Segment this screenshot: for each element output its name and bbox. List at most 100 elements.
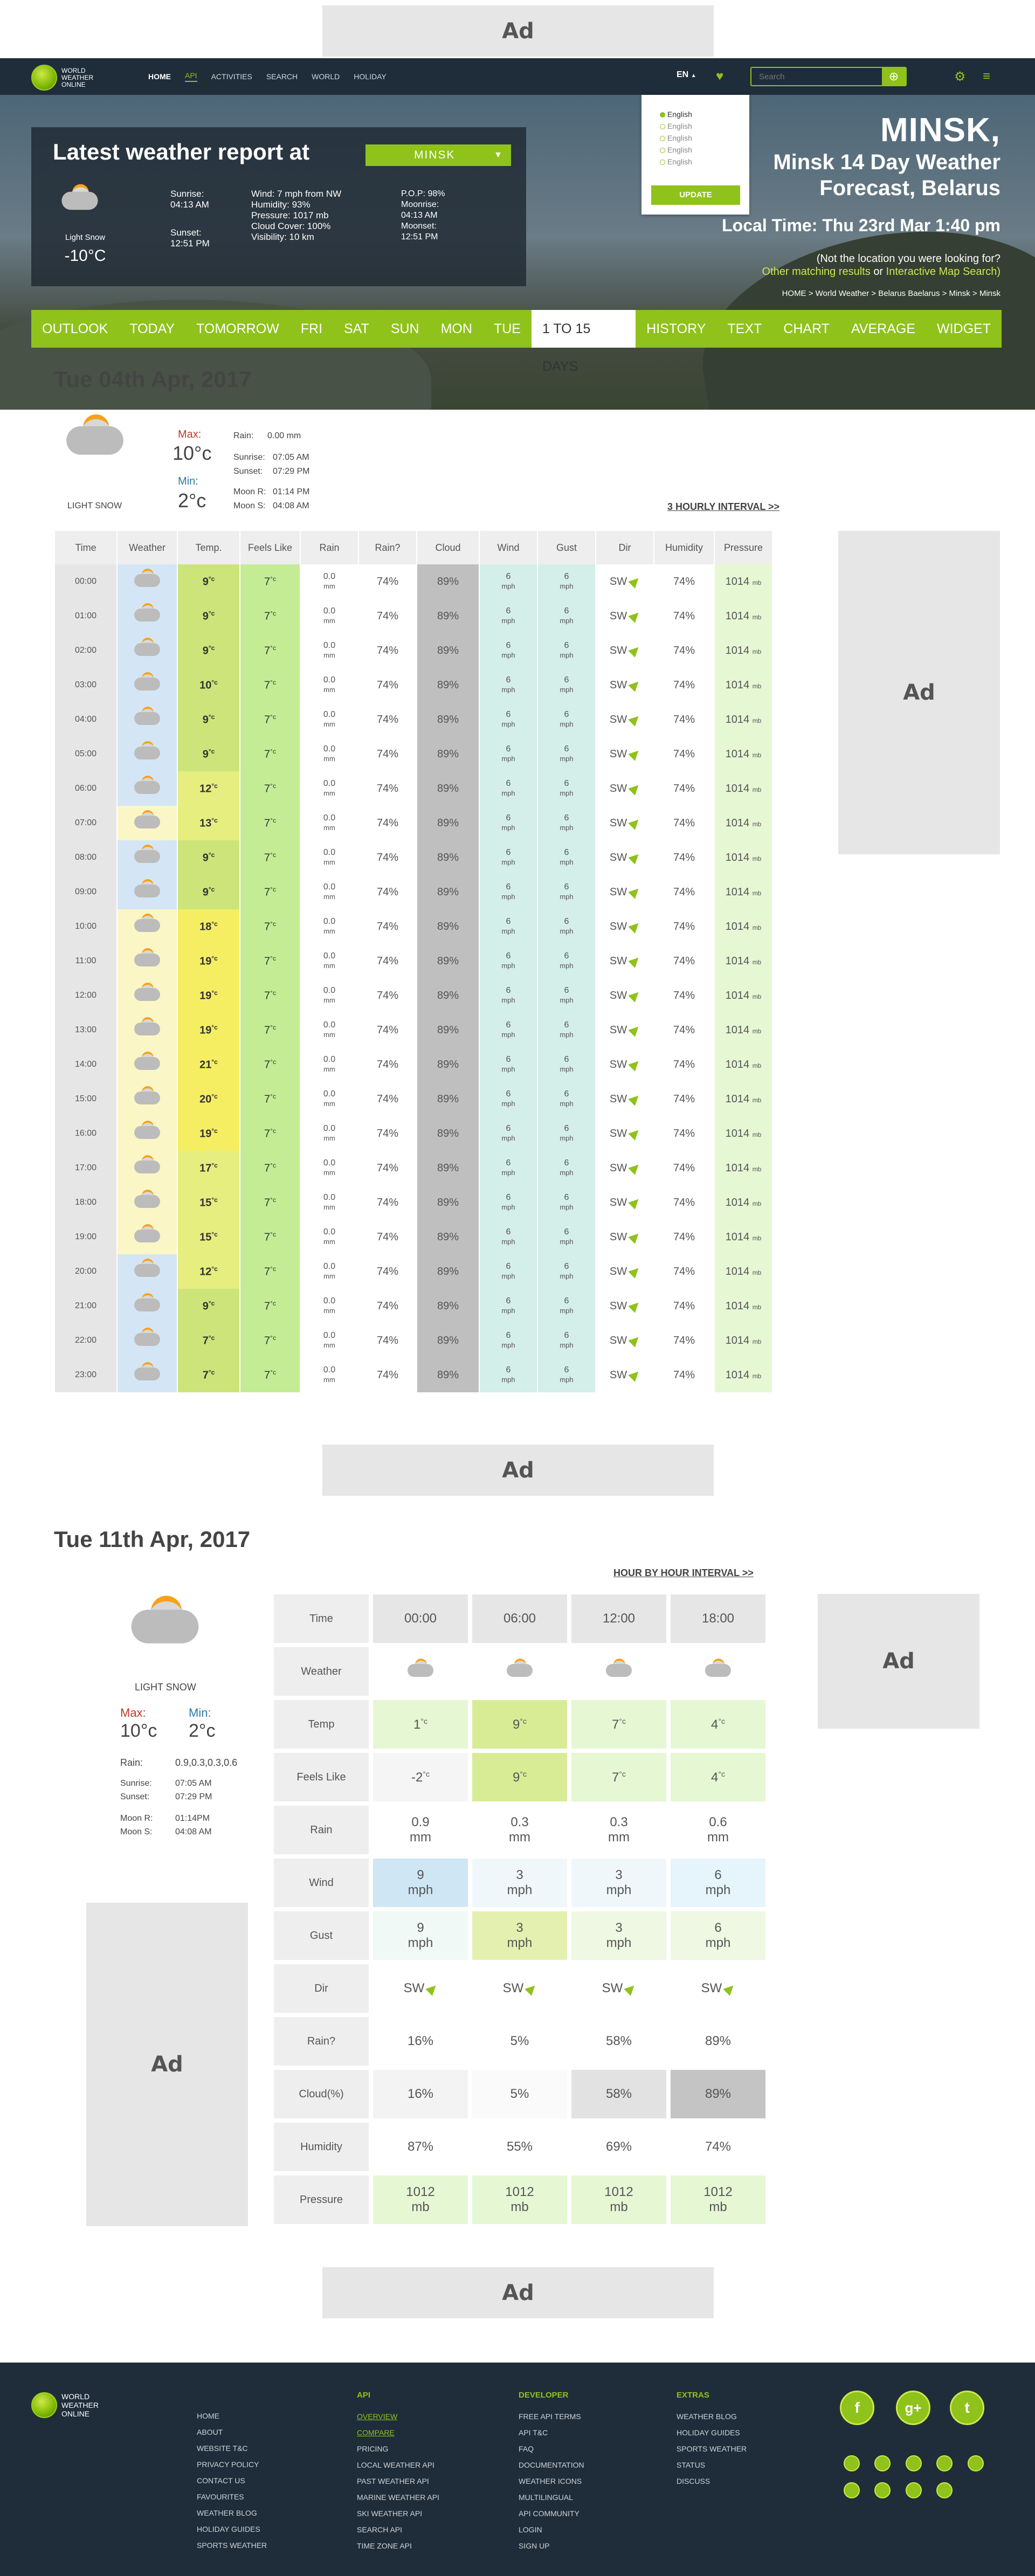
footer-link[interactable]: HOLIDAY GUIDES: [677, 2428, 740, 2437]
footer-logo[interactable]: World Weather Online: [31, 2392, 99, 2418]
top-ad-banner[interactable]: Ad: [322, 5, 714, 57]
footer-link[interactable]: FAVOURITES: [197, 2492, 244, 2501]
language-option[interactable]: English: [660, 110, 692, 119]
nav-holiday[interactable]: Holiday: [354, 72, 387, 81]
nav-api[interactable]: API: [185, 71, 197, 82]
search-target-icon[interactable]: ⊕: [882, 68, 906, 85]
language-option[interactable]: English: [660, 122, 692, 130]
hamburger-menu-icon[interactable]: ≡: [983, 69, 991, 84]
cloud-cell: 89%: [417, 564, 479, 599]
city-select[interactable]: MINSK ▼: [365, 144, 511, 166]
footer-link[interactable]: MULTILINGUAL: [519, 2493, 573, 2502]
hour-by-hour-interval-link[interactable]: HOUR BY HOUR INTERVAL >>: [613, 1567, 754, 1578]
tab-tomorrow[interactable]: TOMORROW: [196, 321, 279, 336]
footer-link[interactable]: ABOUT: [197, 2428, 223, 2436]
temp-value: 9: [202, 714, 209, 726]
other-results-link[interactable]: Other matching results: [762, 266, 871, 278]
footer-link[interactable]: SKI WEATHER API: [357, 2509, 423, 2518]
tab-widget[interactable]: WIDGET: [937, 321, 991, 336]
footer-link[interactable]: LOGIN: [519, 2525, 542, 2534]
instagram-icon[interactable]: [874, 2455, 891, 2471]
pinterest-icon[interactable]: [844, 2455, 860, 2471]
footer-link[interactable]: MARINE WEATHER API: [357, 2493, 439, 2502]
side-ad[interactable]: Ad: [818, 1594, 979, 1729]
breadcrumb[interactable]: HOME > World Weather > Belarus Baelarus …: [782, 289, 1000, 298]
max-temp: 10°c: [172, 442, 212, 464]
footer-link[interactable]: FAQ: [519, 2444, 534, 2453]
tab-today[interactable]: TODAY: [129, 321, 175, 336]
footer-link[interactable]: DISCUSS: [677, 2477, 710, 2485]
footer-link[interactable]: SIGN UP: [519, 2542, 550, 2550]
footer-link[interactable]: PAST WEATHER API: [357, 2477, 429, 2485]
footer-link[interactable]: SPORTS WEATHER: [197, 2541, 267, 2550]
tumblr-icon[interactable]: [906, 2455, 922, 2471]
footer-link[interactable]: API COMMUNITY: [519, 2509, 579, 2518]
footer-link[interactable]: LOCAL WEATHER API: [357, 2461, 434, 2469]
tab-fri[interactable]: FRI: [300, 321, 323, 336]
language-option[interactable]: English: [660, 146, 692, 154]
unit-label: mm: [323, 858, 335, 866]
update-button[interactable]: UPDATE: [651, 185, 740, 205]
footer-link[interactable]: HOME: [197, 2412, 219, 2420]
footer-link[interactable]: HOLIDAY GUIDES: [197, 2525, 260, 2533]
tab-sun[interactable]: SUN: [390, 321, 419, 336]
vimeo-icon[interactable]: [844, 2482, 860, 2498]
nav-home[interactable]: Home: [148, 72, 171, 81]
tab-outlook[interactable]: OUTLOOK: [42, 321, 108, 336]
tab-mon[interactable]: MON: [440, 321, 472, 336]
footer-link[interactable]: WEATHER BLOG: [197, 2509, 257, 2517]
row-label: Weather: [274, 1647, 369, 1696]
nav-activities[interactable]: Activities: [211, 72, 252, 81]
tab-average[interactable]: AVERAGE: [851, 321, 915, 336]
footer-link[interactable]: STATUS: [677, 2461, 706, 2469]
footer-link[interactable]: SPORTS WEATHER: [677, 2444, 747, 2453]
footer-link[interactable]: OVERVIEW: [357, 2412, 398, 2421]
footer-link[interactable]: COMPARE: [357, 2428, 395, 2437]
tab-text[interactable]: TEXT: [727, 321, 762, 336]
footer-link[interactable]: DOCUMENTATION: [519, 2461, 584, 2469]
nav-search[interactable]: Search: [266, 72, 298, 81]
unit-label: mph: [501, 1238, 515, 1246]
nav-world[interactable]: World: [312, 72, 340, 81]
tab-1-to-15-days[interactable]: 1 TO 15 DAYS: [531, 310, 636, 374]
footer-link[interactable]: WEATHER ICONS: [519, 2477, 582, 2485]
footer-link[interactable]: API T&C: [519, 2428, 548, 2437]
footer-link[interactable]: CONTACT US: [197, 2476, 245, 2485]
tab-sat[interactable]: SAT: [344, 321, 369, 336]
youtube-icon[interactable]: [968, 2455, 984, 2471]
footer-link[interactable]: TIME ZONE API: [357, 2542, 412, 2550]
facebook-icon[interactable]: f: [840, 2391, 874, 2425]
footer-link[interactable]: FREE API TERMS: [519, 2412, 581, 2421]
gear-icon[interactable]: ⚙: [954, 70, 966, 84]
reddit-icon[interactable]: [874, 2482, 891, 2498]
left-ad[interactable]: Ad: [86, 1903, 248, 2226]
favourite-heart-icon[interactable]: ♥: [716, 69, 724, 84]
google-plus-icon[interactable]: g+: [896, 2391, 930, 2425]
rss-icon[interactable]: [936, 2455, 953, 2471]
language-option[interactable]: English: [660, 134, 692, 142]
footer-link[interactable]: SEARCH API: [357, 2525, 403, 2534]
search-input[interactable]: [751, 68, 881, 85]
direction-arrow-icon: [628, 1161, 642, 1175]
language-option[interactable]: English: [660, 157, 692, 166]
footer-link[interactable]: PRIVACY POLICY: [197, 2460, 259, 2469]
site-logo[interactable]: World Weather Online: [31, 65, 93, 91]
language-selector[interactable]: EN ▲: [677, 70, 696, 80]
time-cell: 04:00: [55, 702, 116, 737]
map-search-link[interactable]: Interactive Map Search): [886, 266, 1000, 278]
footer-link[interactable]: PRICING: [357, 2444, 389, 2453]
three-hourly-interval-link[interactable]: 3 HOURLY INTERVAL >>: [667, 501, 780, 512]
bottom-ad-banner[interactable]: Ad: [322, 2267, 714, 2318]
xing-icon[interactable]: [906, 2482, 922, 2498]
side-ad[interactable]: Ad: [838, 531, 1000, 854]
twitter-icon[interactable]: t: [950, 2391, 984, 2425]
tab-tue[interactable]: TUE: [493, 321, 521, 336]
footer-link[interactable]: WEATHER BLOG: [677, 2412, 737, 2421]
tab-history[interactable]: HISTORY: [646, 321, 706, 336]
linkedin-icon[interactable]: [936, 2482, 953, 2498]
middle-ad-banner[interactable]: Ad: [322, 1445, 714, 1496]
times-value: 06:00: [503, 1611, 536, 1626]
cloud-cell: 5%: [472, 2070, 567, 2118]
footer-link[interactable]: WEBSITE T&C: [197, 2444, 248, 2453]
tab-chart[interactable]: CHART: [783, 321, 830, 336]
